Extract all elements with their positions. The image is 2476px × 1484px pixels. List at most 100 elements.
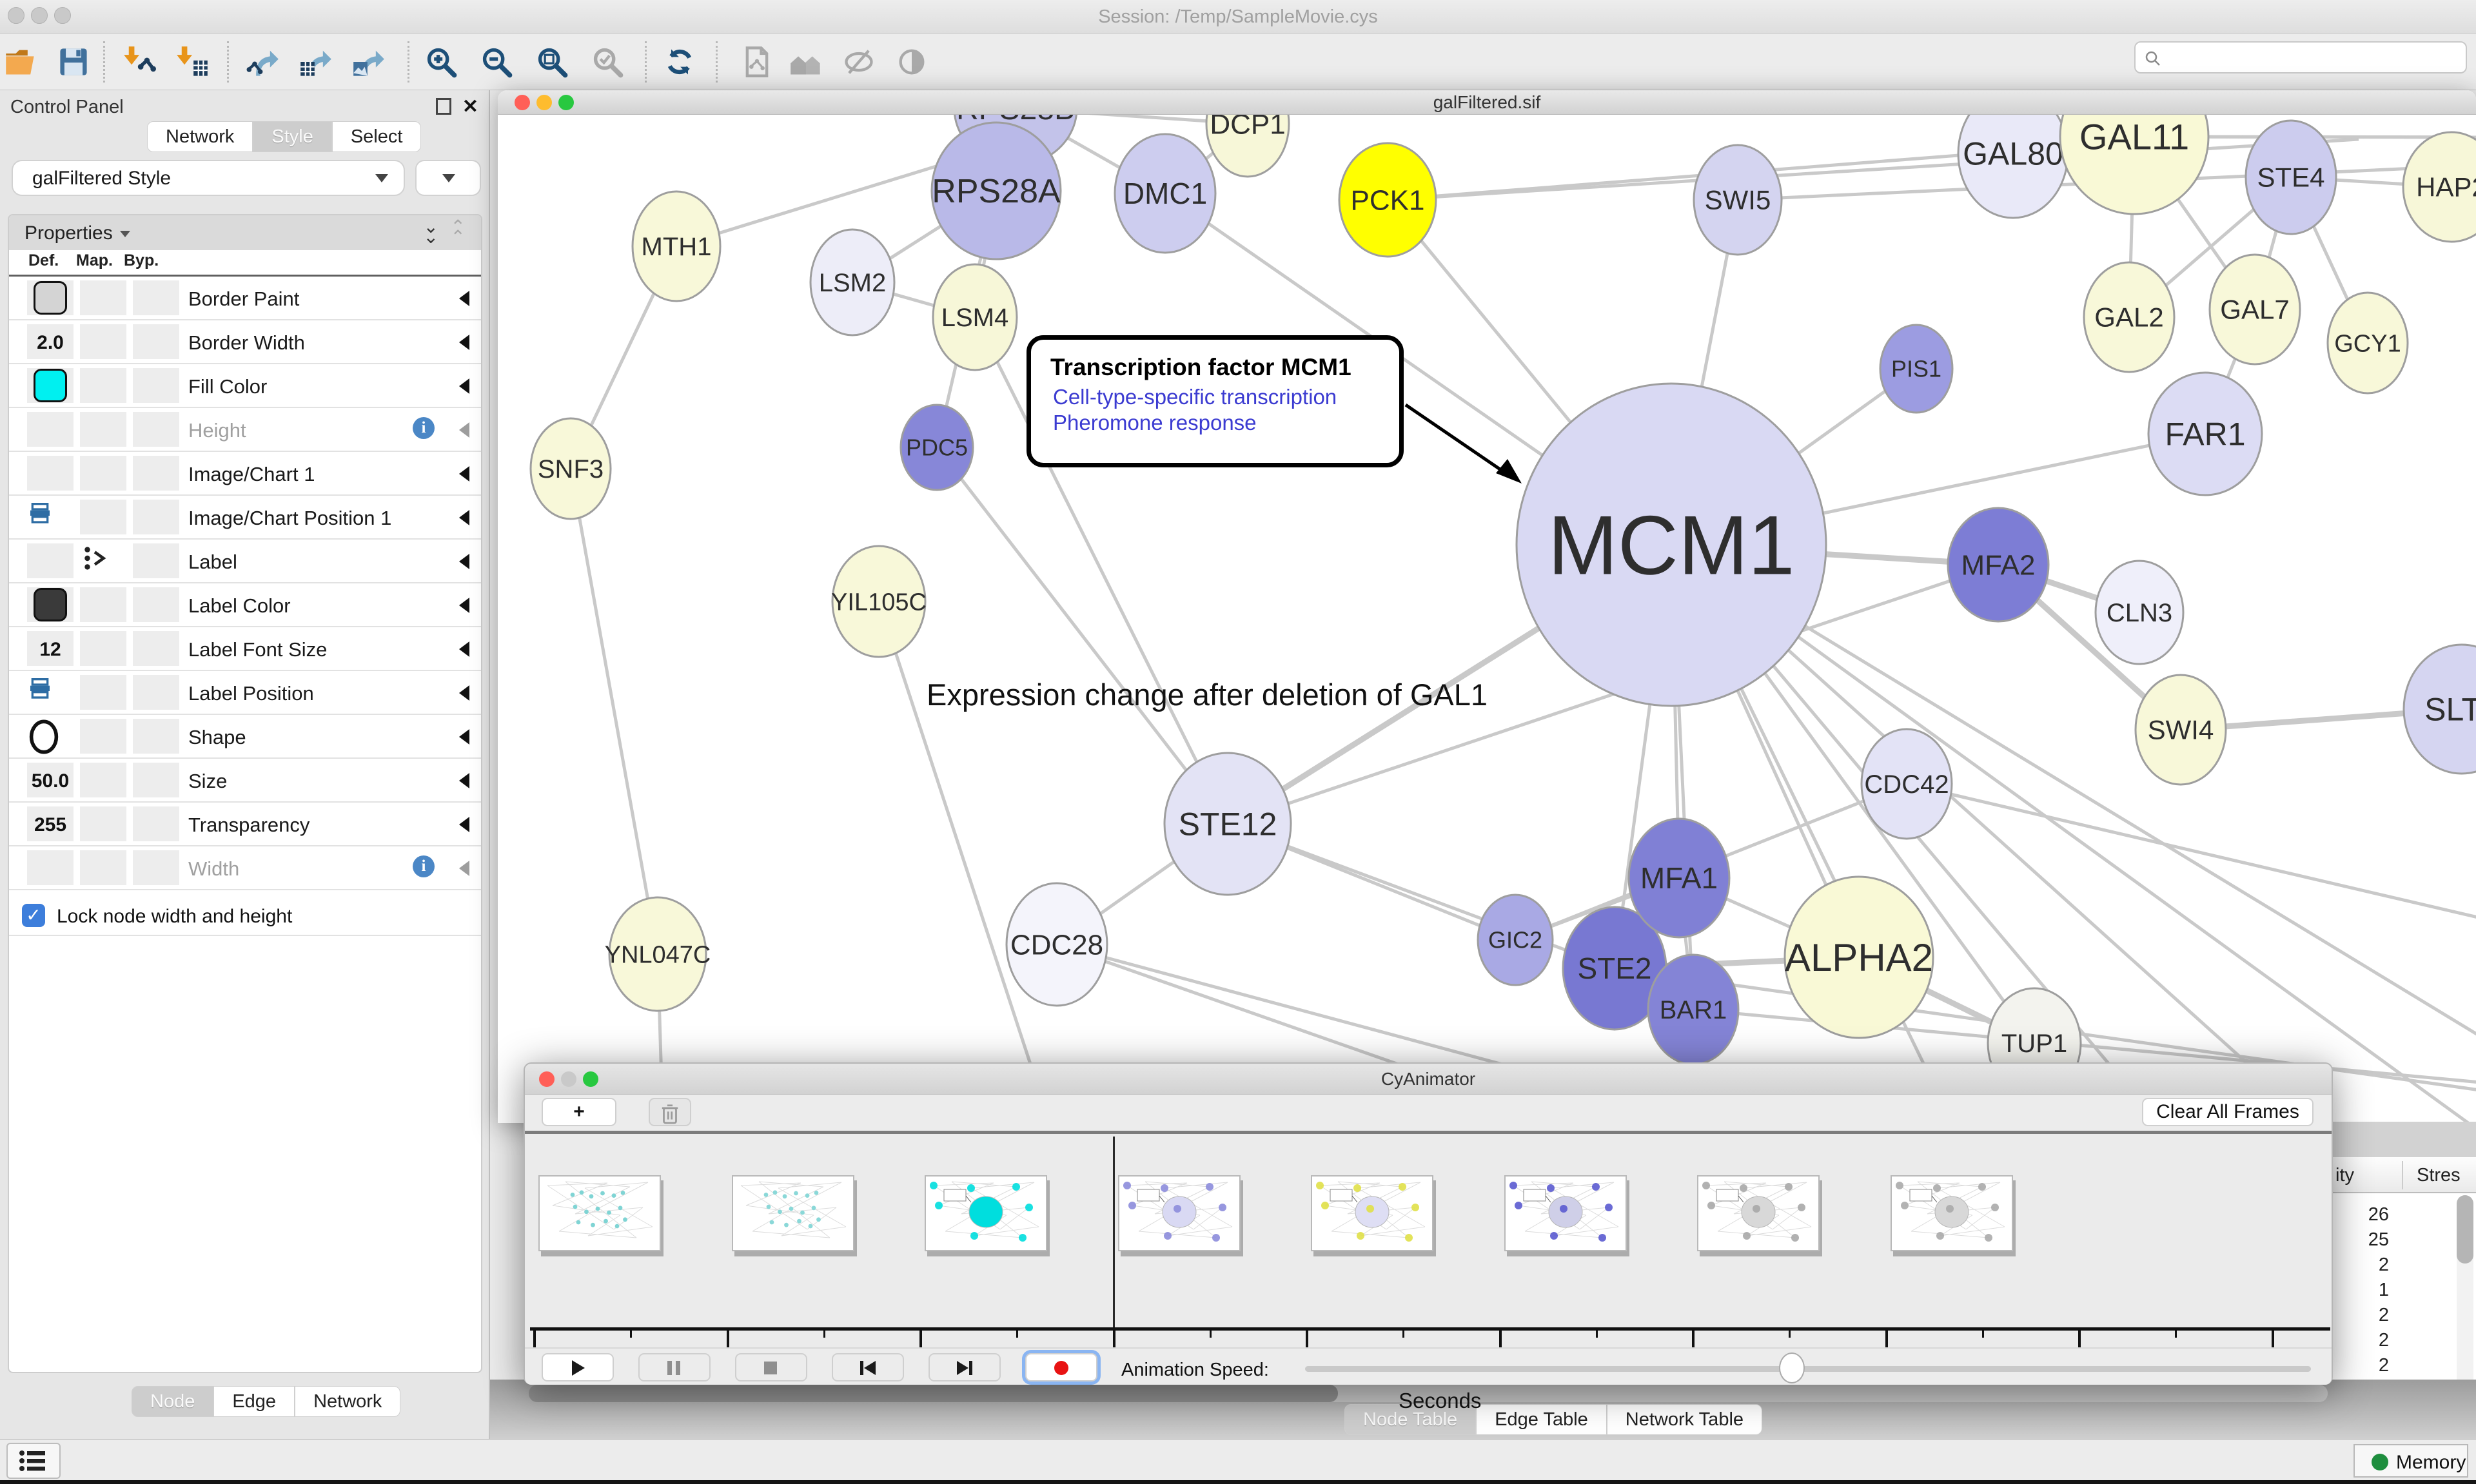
- info-icon[interactable]: i: [413, 855, 435, 877]
- zoom-out-icon[interactable]: [480, 45, 513, 79]
- network-node-STE2[interactable]: STE2: [1562, 906, 1667, 1031]
- pause-button[interactable]: [638, 1353, 711, 1381]
- map-cell[interactable]: [80, 850, 126, 885]
- frame-thumbnail-6[interactable]: [1697, 1175, 1820, 1251]
- byp-cell[interactable]: [133, 675, 179, 710]
- style-options-button[interactable]: [415, 160, 481, 196]
- annotation-link[interactable]: Cell-type-specific transcription: [1053, 385, 1337, 409]
- map-cell[interactable]: [80, 412, 126, 447]
- frame-thumbnail-1[interactable]: [731, 1175, 854, 1251]
- color-swatch[interactable]: [34, 281, 67, 315]
- network-node-MCM1[interactable]: MCM1: [1515, 382, 1827, 707]
- property-row-border-width[interactable]: 2.0 Border Width: [9, 320, 481, 364]
- def-cell[interactable]: [27, 456, 74, 491]
- animation-speed-knob[interactable]: [1779, 1352, 1805, 1383]
- map-cell[interactable]: [80, 675, 126, 710]
- network-node-GAL11[interactable]: GAL11: [2059, 115, 2210, 215]
- map-cell[interactable]: [80, 719, 126, 754]
- byp-cell[interactable]: [133, 324, 179, 359]
- def-cell[interactable]: [27, 675, 74, 710]
- expand-row-icon[interactable]: [459, 861, 469, 876]
- color-swatch[interactable]: [34, 588, 67, 621]
- expand-row-icon[interactable]: [459, 729, 469, 745]
- byp-cell[interactable]: [133, 412, 179, 447]
- property-row-height[interactable]: Height i: [9, 408, 481, 452]
- expand-row-icon[interactable]: [459, 554, 469, 569]
- frame-thumbnail-4[interactable]: [1311, 1175, 1433, 1251]
- open-session-icon[interactable]: [4, 45, 37, 79]
- property-row-image-chart-position-1[interactable]: Image/Chart Position 1: [9, 496, 481, 540]
- network-node-CDC28[interactable]: CDC28: [1005, 882, 1108, 1007]
- column-header[interactable]: ity: [2335, 1165, 2354, 1186]
- skip-end-button[interactable]: [928, 1353, 1001, 1381]
- tab-network-table[interactable]: Network Table: [1606, 1404, 1763, 1435]
- def-cell[interactable]: [27, 543, 74, 578]
- refresh-layout-icon[interactable]: [663, 45, 696, 79]
- network-node-STE4[interactable]: STE4: [2245, 119, 2337, 235]
- window-zoom-icon[interactable]: [583, 1071, 598, 1087]
- network-node-DMC1[interactable]: DMC1: [1114, 133, 1217, 254]
- network-node-GCY1[interactable]: GCY1: [2326, 291, 2409, 395]
- show-panels-button[interactable]: [6, 1443, 61, 1479]
- table-cell[interactable]: 25: [2368, 1229, 2389, 1250]
- add-frame-button[interactable]: +: [542, 1098, 616, 1126]
- property-row-width[interactable]: Width i: [9, 846, 481, 890]
- byp-cell[interactable]: [133, 850, 179, 885]
- zoom-fit-icon[interactable]: [535, 45, 569, 79]
- property-row-label-font-size[interactable]: 12 Label Font Size: [9, 627, 481, 671]
- tab-node-table[interactable]: Node Table: [1344, 1404, 1477, 1435]
- animation-speed-slider[interactable]: [1305, 1366, 2311, 1372]
- delete-frame-button[interactable]: [649, 1098, 691, 1126]
- property-row-size[interactable]: 50.0 Size: [9, 759, 481, 803]
- network-node-SNF3[interactable]: SNF3: [529, 417, 612, 520]
- def-cell[interactable]: [27, 368, 74, 403]
- network-node-MTH1[interactable]: MTH1: [631, 190, 722, 302]
- network-window-titlebar[interactable]: galFiltered.sif: [498, 90, 2476, 115]
- traffic-close-icon[interactable]: [8, 7, 25, 24]
- network-node-GIC2[interactable]: GIC2: [1477, 893, 1554, 986]
- expand-row-icon[interactable]: [459, 291, 469, 306]
- network-node-PDC5[interactable]: PDC5: [899, 404, 974, 491]
- export-image-icon[interactable]: [352, 45, 386, 79]
- map-cell[interactable]: [80, 500, 126, 534]
- show-icon[interactable]: [895, 45, 928, 79]
- def-cell[interactable]: [27, 719, 74, 754]
- property-row-label-color[interactable]: Label Color: [9, 583, 481, 627]
- byp-cell[interactable]: [133, 806, 179, 841]
- window-close-icon[interactable]: [515, 95, 530, 110]
- property-row-label-position[interactable]: Label Position: [9, 671, 481, 715]
- byp-cell[interactable]: [133, 543, 179, 578]
- tab-select[interactable]: Select: [331, 121, 422, 152]
- search-input[interactable]: [2168, 45, 2451, 70]
- memory-button[interactable]: Memory: [2353, 1444, 2468, 1478]
- property-row-transparency[interactable]: 255 Transparency: [9, 803, 481, 846]
- def-cell[interactable]: [27, 850, 74, 885]
- properties-header[interactable]: Properties ⌄ ⌄ ⌃ ⌃: [9, 215, 481, 250]
- tab-network[interactable]: Network: [147, 121, 253, 152]
- network-node-SWI4[interactable]: SWI4: [2134, 674, 2227, 786]
- expand-row-icon[interactable]: [459, 773, 469, 788]
- play-button[interactable]: [542, 1353, 614, 1381]
- expand-row-icon[interactable]: [459, 641, 469, 657]
- annotation-link[interactable]: Pheromone response: [1053, 411, 1257, 434]
- map-cell[interactable]: [80, 763, 126, 797]
- stop-button[interactable]: [735, 1353, 807, 1381]
- table-cell[interactable]: 26: [2368, 1204, 2389, 1225]
- map-cell[interactable]: [80, 806, 126, 841]
- def-cell[interactable]: 2.0: [27, 324, 74, 359]
- network-node-SLT2[interactable]: SLT2: [2402, 643, 2476, 775]
- table-scrollbar-thumb[interactable]: [2457, 1195, 2473, 1264]
- search-network-icon[interactable]: [789, 45, 823, 79]
- table-cell[interactable]: 1: [2378, 1280, 2389, 1300]
- map-cell[interactable]: [80, 456, 126, 491]
- cyanimator-titlebar[interactable]: CyAnimator: [525, 1064, 2332, 1095]
- tab-network[interactable]: Network: [295, 1386, 401, 1417]
- network-node-DCP1[interactable]: DCP1: [1205, 115, 1290, 178]
- collapse-all-icon[interactable]: ⌃ ⌃: [450, 217, 466, 247]
- network-node-STE12[interactable]: STE12: [1163, 752, 1292, 896]
- window-minimize-icon[interactable]: [536, 95, 552, 110]
- export-network-icon[interactable]: [246, 45, 280, 79]
- table-cell[interactable]: 2: [2378, 1355, 2389, 1376]
- network-node-PIS1[interactable]: PIS1: [1879, 324, 1954, 414]
- map-cell[interactable]: [80, 324, 126, 359]
